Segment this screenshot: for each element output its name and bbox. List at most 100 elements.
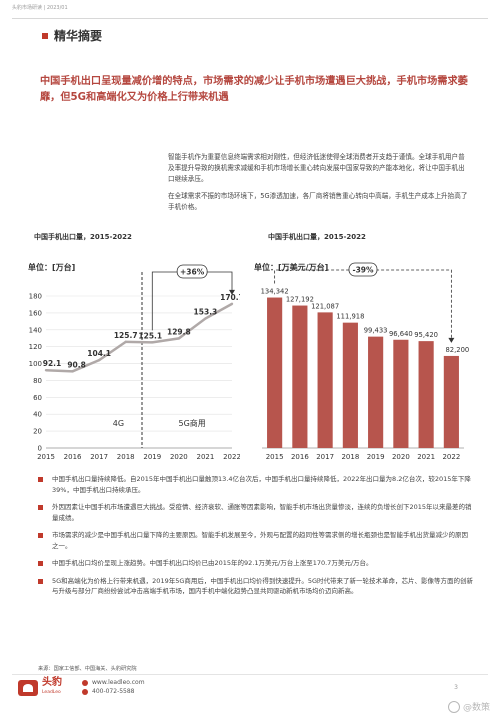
intro-text: 智能手机作为重要信息终端需求相对刚性，但经济低迷使得全球消费者开支趋于谨慎。全球… xyxy=(168,152,468,219)
chart-2-bar xyxy=(368,336,384,448)
chart-1-phase-label: 4G xyxy=(113,419,124,428)
brand-logo: 头豹 LeadLeo xyxy=(18,678,62,698)
section-title-text: 精华摘要 xyxy=(54,29,103,43)
chart-1-data-label: 170.7 xyxy=(220,293,240,302)
chart-2-x-tick-label: 2016 xyxy=(291,453,309,461)
footer-divider xyxy=(12,674,488,675)
website-link[interactable]: www.leadleo.com xyxy=(92,679,145,686)
chart-1-y-tick-label: 160 xyxy=(29,309,42,317)
bullet-item: 5G和高端化为价格上行带来机遇，2019年5G商用后，中国手机出口均价得到快速提… xyxy=(38,576,474,597)
chart-1-phase-label: 5G商用 xyxy=(178,418,205,428)
bullet-marker-icon xyxy=(38,561,43,566)
chart-1-x-tick-label: 2022 xyxy=(223,453,240,461)
chart-2-title: 中国手机出口量，2015-2022 xyxy=(268,233,366,241)
chart-1-y-tick-label: 80 xyxy=(33,377,42,385)
chart-1-annotation-label: +36% xyxy=(180,268,205,277)
chart-1-x-tick-label: 2020 xyxy=(170,453,188,461)
chart-2-data-label: 127,192 xyxy=(286,296,314,304)
lead-summary: 中国手机出口呈现量减价增的特点，市场需求的减少让手机市场遭遇巨大挑战，手机市场需… xyxy=(40,76,468,103)
chart-1-y-tick-label: 40 xyxy=(33,411,42,419)
chart-2-data-label: 121,087 xyxy=(311,302,339,310)
export-price-bar-chart: 单位：[万美元/万台] 134,342 2015 127,192 2016 121,087… xyxy=(254,262,469,461)
chart-1-x-tick-label: 2017 xyxy=(90,453,108,461)
chart-1-data-label: 125.7 xyxy=(114,331,138,340)
chart-2-x-tick-label: 2022 xyxy=(442,453,460,461)
chart-1-x-tick-label: 2015 xyxy=(37,453,55,461)
chart-2-x-tick-label: 2018 xyxy=(341,453,359,461)
source-note: 来源：国家工信部、中国海关、头豹研究院 xyxy=(38,666,137,672)
chart-1-data-point xyxy=(44,369,48,372)
section-title: 精华摘要 xyxy=(42,27,102,44)
footer: 头豹 LeadLeo www.leadleo.com 400-072-5588 3… xyxy=(0,674,500,722)
bullet-marker-icon xyxy=(38,578,43,584)
bullet-item: 市场需求的减少是中国手机出口量下降的主要原因。智能手机发展至今，外观与配置的趋同… xyxy=(38,530,474,551)
chart-2-data-label: 95,420 xyxy=(414,331,438,339)
chart-1-x-tick-label: 2016 xyxy=(64,453,82,461)
chart-2-x-tick-label: 2017 xyxy=(316,453,334,461)
chart-1-y-tick-label: 140 xyxy=(29,326,42,334)
intro-paragraph-1: 智能手机作为重要信息终端需求相对刚性，但经济低迷使得全球消费者开支趋于谨慎。全球… xyxy=(168,153,465,183)
bullet-marker-icon xyxy=(38,477,43,482)
leopard-logo-icon xyxy=(18,680,38,696)
chart-1-annotation-box xyxy=(176,264,208,279)
chart-1-data-label: 92.1 xyxy=(43,359,62,368)
chart-1-y-tick-label: 180 xyxy=(29,293,42,301)
chart-2-annotation-arrow xyxy=(448,337,455,343)
chart-1-data-label: 129.8 xyxy=(167,327,191,336)
export-volume-line-chart: 单位：[万台] 0 20 40 60 80 100 120 140 160 180 2015 2016 2… xyxy=(28,262,240,461)
chart-1-y-tick-label: 100 xyxy=(29,360,42,368)
chart-1-data-point xyxy=(151,341,154,344)
chart-2-bar xyxy=(393,339,409,448)
chart-2-bar xyxy=(267,297,283,448)
chart-1-y-tick-label: 120 xyxy=(29,343,42,351)
chart-1-data-label: 125.1 xyxy=(138,331,162,340)
globe-icon xyxy=(82,679,88,686)
bullet-item: 中国手机出口量持续降低。自2015年中国手机出口量触顶13.4亿台次后，中国手机… xyxy=(38,474,474,495)
bullet-marker-icon xyxy=(38,505,43,510)
chart-1-title: 中国手机出口量，2015-2022 xyxy=(34,233,132,241)
chart-1-data-label: 153.3 xyxy=(194,308,218,317)
chart-1-y-tick-label: 60 xyxy=(33,394,42,402)
chart-2-data-label: 134,342 xyxy=(261,288,289,296)
chart-2-data-label: 82,200 xyxy=(445,346,469,354)
watermark-icon xyxy=(447,700,460,713)
chart-1-data-point xyxy=(71,370,74,373)
chart-2-bar xyxy=(342,322,358,448)
chart-1-data-point xyxy=(204,317,207,320)
chart-1-data-point xyxy=(230,302,234,306)
chart-2-data-label: 99,433 xyxy=(364,327,388,335)
chart-2-data-label: 96,640 xyxy=(389,330,413,338)
watermark: @数策 xyxy=(447,700,490,713)
chart-1-series-line xyxy=(45,302,233,373)
contact-info: www.leadleo.com 400-072-5588 xyxy=(82,678,145,696)
chart-2-bar xyxy=(317,312,333,448)
chart-1-data-label: 90.8 xyxy=(67,360,86,369)
intro-paragraph-2: 在全球需求不振的市场环境下，5G渗透加速，各厂商将销售重心转向中高端，手机生产成… xyxy=(168,192,468,211)
page-number: 3 xyxy=(454,684,458,691)
phone-number: 400-072-5588 xyxy=(92,688,135,695)
phone-icon xyxy=(82,688,88,695)
chart-1-data-label: 104.1 xyxy=(87,349,111,358)
section-marker-icon xyxy=(42,32,48,39)
chart-2-x-tick-label: 2020 xyxy=(392,453,410,461)
chart-1-unit-label: 单位：[万台] xyxy=(28,262,75,272)
header-title: 头豹市场研读 | 2023/01 xyxy=(12,5,68,11)
chart-2-x-tick-label: 2021 xyxy=(417,453,435,461)
chart-2-bar xyxy=(443,355,459,448)
chart-2-annotation-box xyxy=(348,262,378,277)
chart-1-data-point xyxy=(124,340,127,344)
chart-2-bar xyxy=(418,341,434,448)
chart-2-x-tick-label: 2015 xyxy=(266,453,284,461)
chart-1-y-tick-label: 20 xyxy=(33,428,42,436)
chart-1-x-tick-label: 2019 xyxy=(143,453,161,461)
chart-1-x-tick-label: 2018 xyxy=(117,453,135,461)
chart-1-annotation-arrow xyxy=(229,289,235,295)
bullet-list: 中国手机出口量持续降低。自2015年中国手机出口量触顶13.4亿台次后，中国手机… xyxy=(38,474,474,604)
chart-2-unit-label: 单位：[万美元/万台] xyxy=(254,262,328,272)
bullet-item: 外因因素让中国手机市场遭遇巨大挑战。受疫情、经济衰软、通胀等因素影响，智能手机市… xyxy=(38,502,474,523)
chart-2-bar xyxy=(292,305,308,448)
chart-2-x-tick-label: 2019 xyxy=(367,453,385,461)
logo-text: 头豹 LeadLeo xyxy=(42,677,62,696)
chart-2-annotation-label: -39% xyxy=(352,266,374,275)
chart-2-data-label: 111,918 xyxy=(336,313,364,321)
